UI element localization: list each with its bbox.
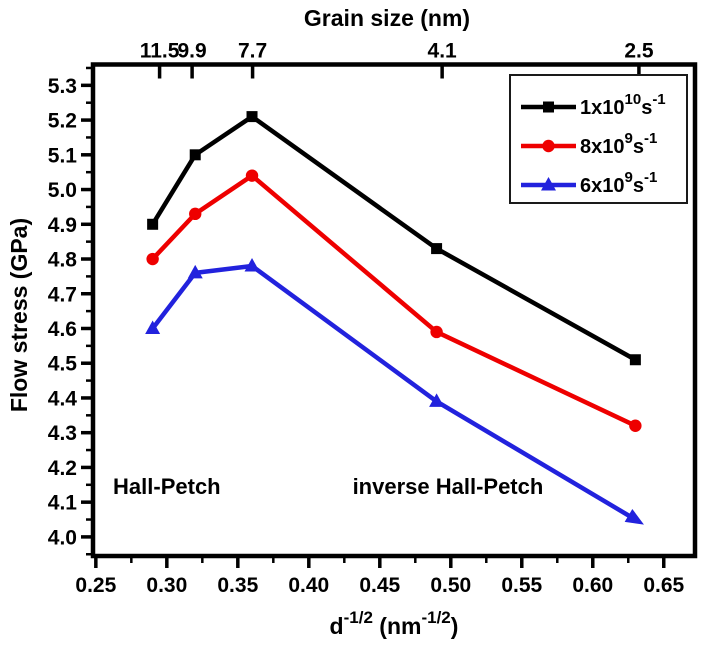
plot-area: 0.25 0.30 0.35 0.40 0.45 0.50 0.55 0.60 0.65 4.0 4… <box>48 40 698 639</box>
data-point-square <box>147 218 159 230</box>
data-point-circle <box>189 207 202 221</box>
x-tick-label: 0.45 <box>359 574 400 597</box>
y-tick-label: 5.2 <box>48 110 77 133</box>
data-point-square <box>629 354 641 366</box>
y-tick-label: 4.2 <box>48 457 77 480</box>
legend-entry-label: 6x109s-1 <box>580 169 657 197</box>
data-point-circle <box>245 169 259 182</box>
data-point-square <box>189 149 201 161</box>
data-point-arrowhead <box>624 508 644 525</box>
y-tick-label: 4.8 <box>48 249 78 272</box>
y-tick-label: 4.3 <box>48 422 77 445</box>
legend-box <box>509 74 688 204</box>
data-point-triangle <box>145 320 161 334</box>
data-point-triangle <box>244 257 260 272</box>
grain-size-tick-label: 2.5 <box>624 40 654 63</box>
y-tick-label: 4.1 <box>48 492 78 515</box>
grain-size-tick-label: 4.1 <box>428 40 458 63</box>
data-point-triangle <box>187 264 203 279</box>
y-axis-title: Flow stress (GPa) <box>6 218 32 412</box>
x-tick-label: 0.35 <box>217 574 258 597</box>
legend-entry-label: 1x1010s-1 <box>580 91 666 119</box>
data-point-circle <box>629 419 642 432</box>
y-tick-label: 5.0 <box>48 179 77 202</box>
x-tick-label: 0.50 <box>430 574 471 597</box>
grain-size-tick-label: 9.9 <box>178 40 207 63</box>
x-tick-label: 0.65 <box>643 574 684 597</box>
grain-size-tick-label: 7.7 <box>238 40 267 63</box>
x-tick-label: 0.60 <box>572 574 613 597</box>
x-tick-label: 0.40 <box>288 574 329 597</box>
annotation-text: inverse Hall-Petch <box>353 474 544 499</box>
plot-frame <box>90 62 698 559</box>
y-tick-label: 4.5 <box>48 353 78 376</box>
series-line <box>150 173 638 428</box>
data-point-triangle <box>429 393 445 407</box>
legend-entry-label: 8x109s-1 <box>580 130 657 158</box>
data-point-square <box>431 243 443 255</box>
grain-size-tick-label: 11.5 <box>140 40 180 63</box>
x-tick-label: 0.25 <box>75 574 116 597</box>
annotation-text: Hall-Petch <box>113 474 221 499</box>
data-point-square <box>246 111 258 123</box>
x-tick-label: 0.30 <box>146 574 187 597</box>
data-point-circle <box>146 252 159 266</box>
x-tick-label: 0.55 <box>501 574 542 597</box>
y-tick-label: 4.7 <box>48 283 77 306</box>
y-tick-label: 4.9 <box>48 214 77 237</box>
y-tick-label: 4.0 <box>48 526 77 549</box>
data-point-circle <box>542 139 555 153</box>
top-axis-title: Grain size (nm) <box>304 5 470 31</box>
data-point-triangle <box>541 177 556 191</box>
data-point-square <box>543 101 554 113</box>
y-tick-label: 4.4 <box>48 387 78 410</box>
y-tick-label: 5.1 <box>48 144 78 167</box>
y-tick-label: 4.6 <box>48 318 77 341</box>
y-tick-label: 5.3 <box>48 75 77 98</box>
data-point-circle <box>430 325 443 339</box>
x-axis-title: d-1/2 (nm-1/2) <box>330 608 459 639</box>
